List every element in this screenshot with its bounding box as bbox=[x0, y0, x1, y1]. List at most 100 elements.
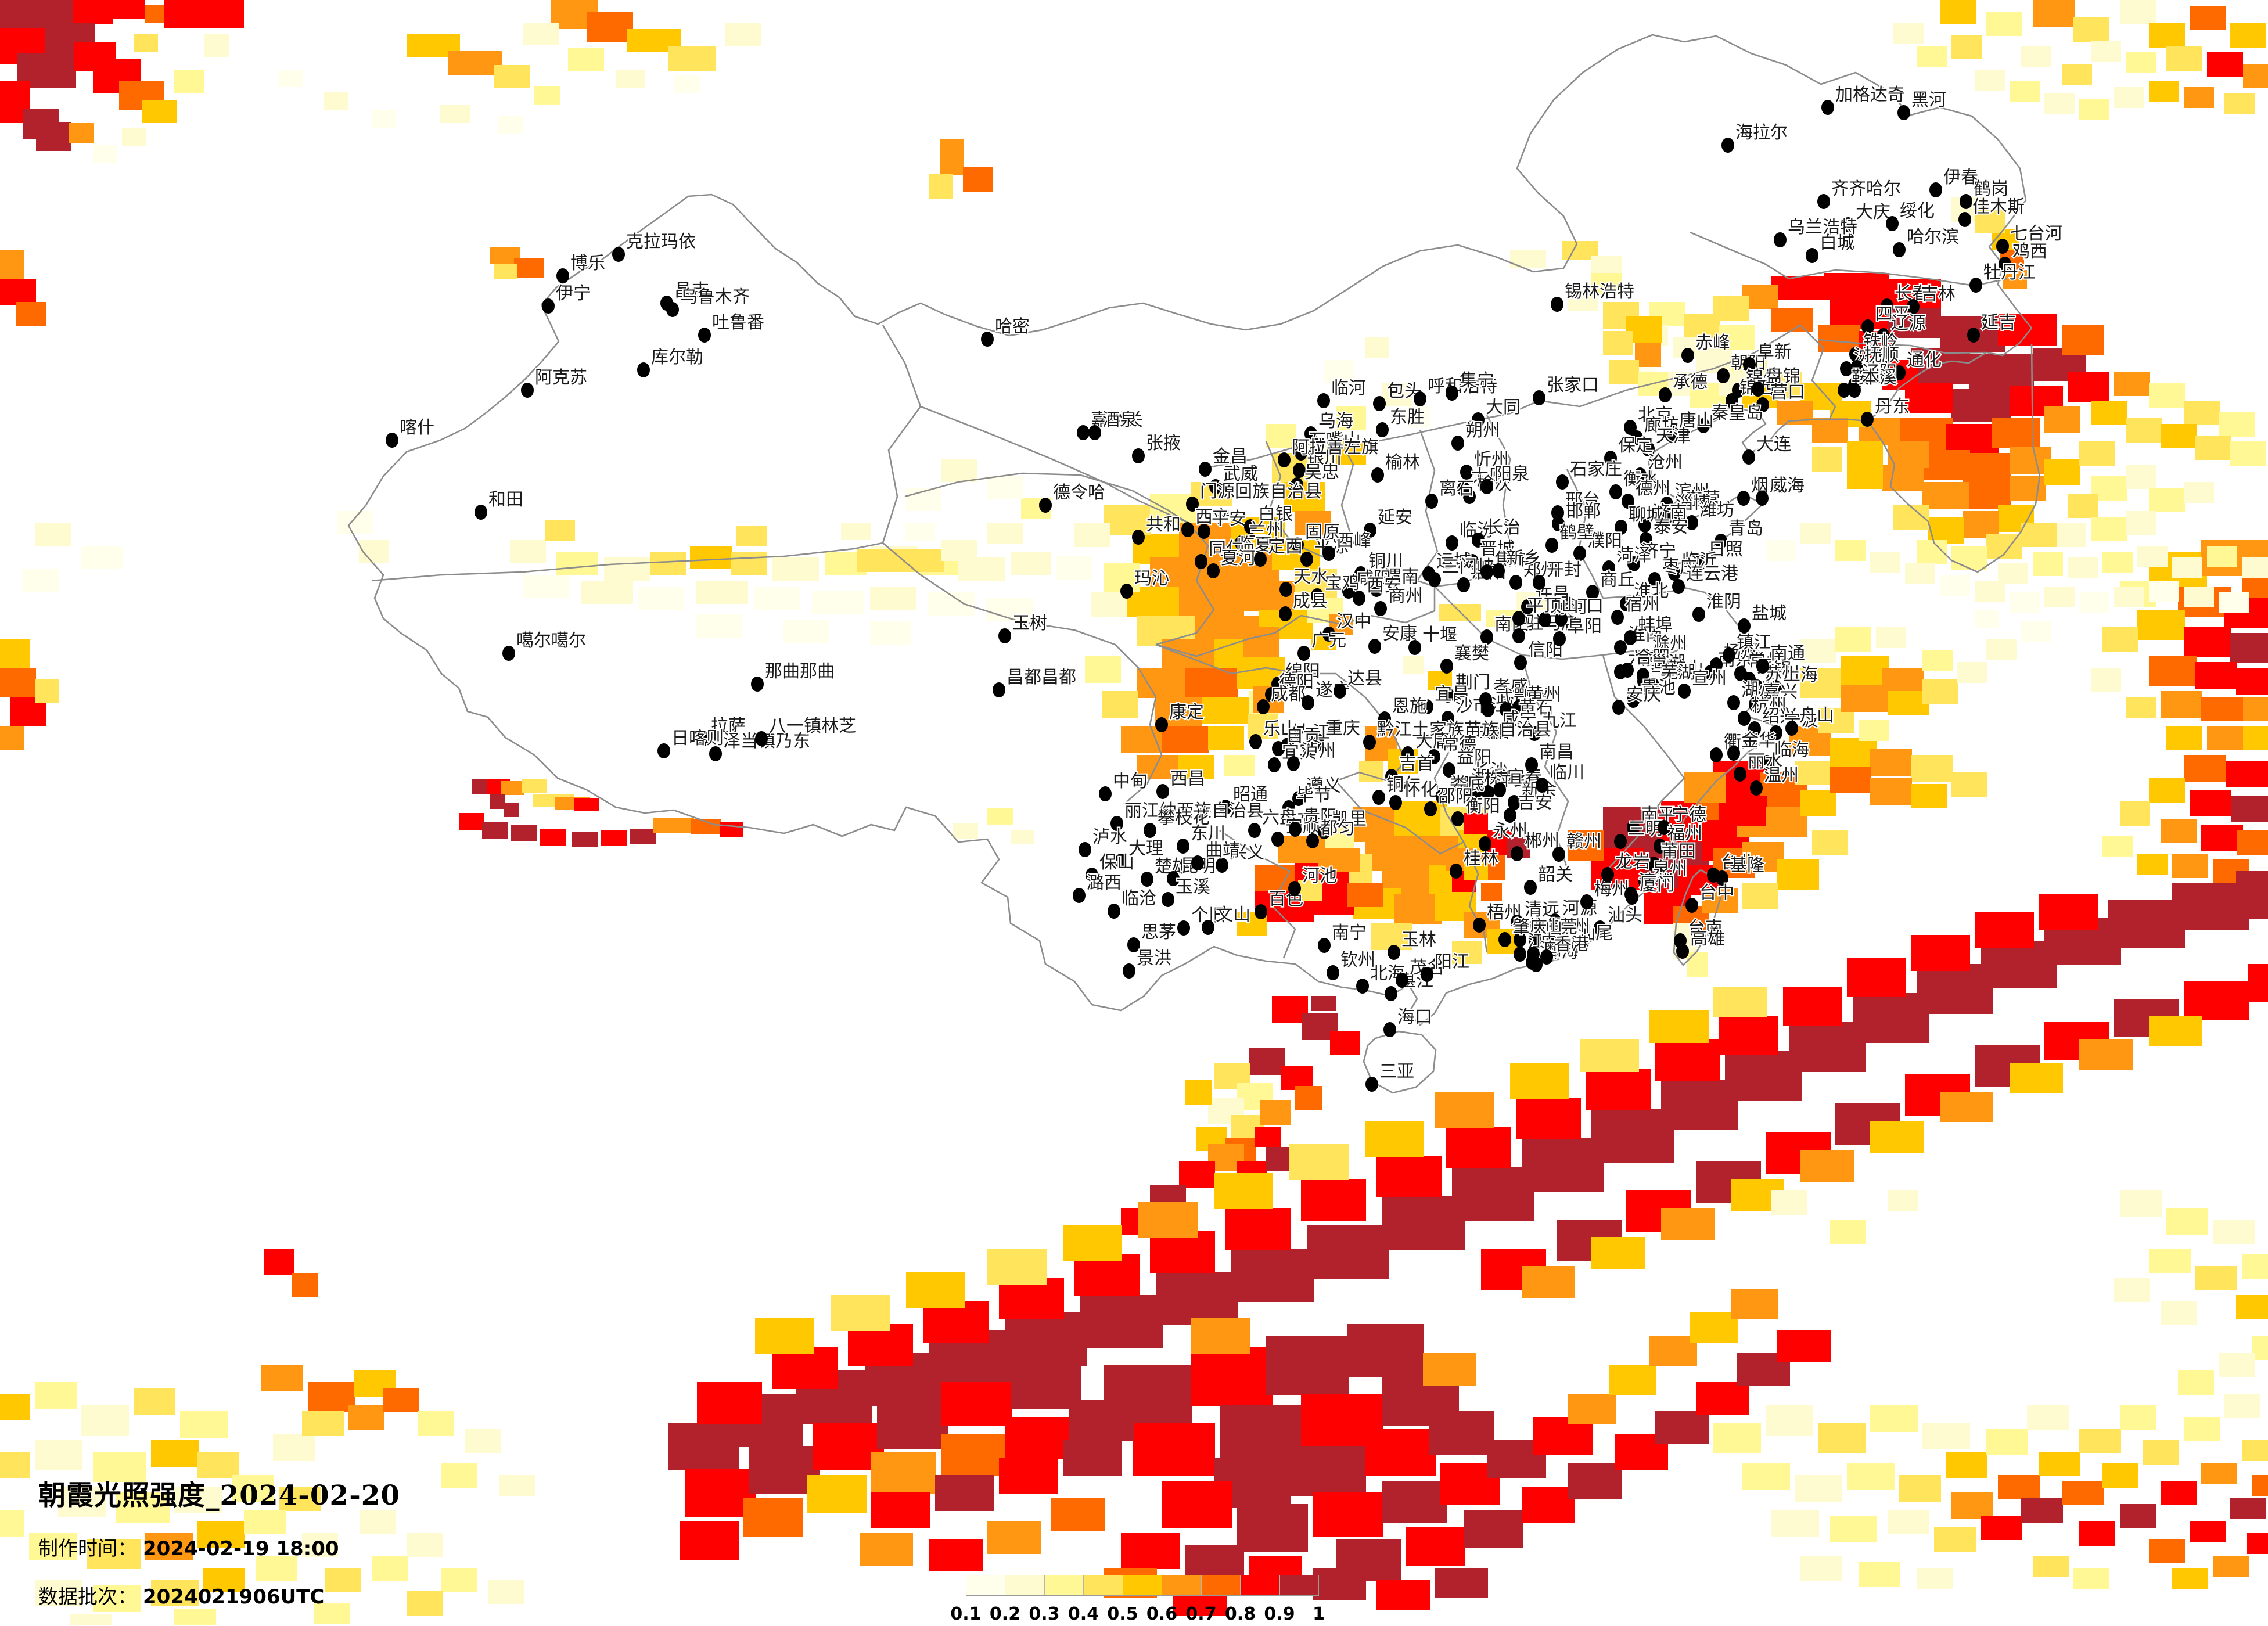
city-label: 桂林 bbox=[1464, 848, 1498, 869]
heat-cell bbox=[2237, 830, 2268, 855]
city-marker: 鹤岗 bbox=[1960, 178, 2010, 209]
heat-cell bbox=[1893, 23, 1924, 44]
city-dot bbox=[1334, 684, 1346, 699]
heat-cell bbox=[302, 1533, 338, 1557]
city-dot bbox=[1156, 784, 1169, 799]
heat-cell bbox=[2091, 41, 2121, 62]
city-label: 宜春 bbox=[1507, 767, 1542, 787]
heat-cell bbox=[1696, 1382, 1749, 1415]
city-dot bbox=[1473, 918, 1486, 933]
heat-cell bbox=[2137, 546, 2168, 567]
heat-cell bbox=[1609, 1365, 1656, 1395]
heat-cell bbox=[58, 1487, 106, 1517]
city-label: 日照 bbox=[1708, 539, 1743, 560]
legend-swatch bbox=[1201, 1575, 1241, 1595]
city-dot bbox=[1216, 858, 1228, 873]
city-label: 兰州 bbox=[1249, 520, 1284, 541]
city-label: 长治 bbox=[1486, 517, 1521, 538]
city-dot bbox=[1300, 552, 1313, 567]
legend-swatch bbox=[1241, 1575, 1280, 1595]
city-marker: 滁州 bbox=[1638, 632, 1688, 664]
province-boundary bbox=[1219, 829, 1296, 959]
heat-cell bbox=[680, 1521, 739, 1560]
heat-cell bbox=[2184, 482, 2214, 503]
city-marker: 德阳 bbox=[1265, 671, 1315, 702]
city-label: 吉林 bbox=[1921, 284, 1956, 304]
heat-cell bbox=[2161, 424, 2197, 448]
city-dot bbox=[1472, 412, 1485, 427]
city-dot bbox=[1376, 422, 1389, 437]
legend-swatch bbox=[1044, 1575, 1084, 1595]
city-label: 酒泉 bbox=[1102, 410, 1137, 430]
city-dot bbox=[1110, 816, 1123, 831]
heat-cell bbox=[2149, 778, 2185, 803]
heat-cell bbox=[1951, 35, 1982, 59]
city-marker: 石家庄 bbox=[1556, 458, 1623, 490]
heat-cell bbox=[2102, 1463, 2138, 1488]
city-label: 滁州 bbox=[1652, 634, 1687, 654]
city-marker: 吉安 bbox=[1504, 792, 1554, 823]
city-dot bbox=[1668, 566, 1681, 581]
city-label: 菏泽 bbox=[1616, 545, 1651, 566]
heat-cell bbox=[2242, 1440, 2268, 1461]
city-label: 马鞍山 bbox=[1651, 659, 1703, 679]
city-dot bbox=[1539, 612, 1551, 627]
city-label: 昌吉 bbox=[674, 280, 709, 301]
city-dot bbox=[1385, 986, 1397, 1001]
heat-cell bbox=[292, 1273, 318, 1297]
city-label: 西宁 bbox=[1195, 507, 1230, 527]
heat-cell bbox=[1137, 755, 1179, 779]
city-label: 黑河 bbox=[1911, 90, 1946, 110]
city-dot bbox=[1893, 365, 1906, 380]
heat-cell bbox=[1777, 1330, 1831, 1362]
city-marker: 泉州 bbox=[1638, 858, 1688, 889]
heat-cell bbox=[407, 1591, 443, 1616]
city-label: 温州 bbox=[1764, 765, 1799, 786]
city-marker: 六盘水 bbox=[1248, 807, 1315, 838]
city-dot bbox=[1751, 679, 1763, 695]
heat-cell bbox=[1208, 726, 1244, 750]
heat-cell bbox=[510, 540, 546, 563]
city-label: 石嘴山 bbox=[1309, 430, 1361, 451]
heat-cell bbox=[1185, 1080, 1212, 1105]
city-label: 金华 bbox=[1741, 731, 1776, 751]
city-marker: 江门 bbox=[1514, 930, 1563, 962]
city-marker: 哈密 bbox=[981, 315, 1031, 347]
city-dot bbox=[1287, 756, 1300, 771]
heat-cell bbox=[180, 1411, 228, 1438]
city-dot bbox=[1254, 552, 1267, 567]
city-label: 阜新 bbox=[1757, 342, 1792, 362]
city-label: 阳泉 bbox=[1494, 464, 1529, 484]
city-dot bbox=[1293, 463, 1306, 478]
city-dot bbox=[1658, 820, 1670, 835]
province-boundary bbox=[1416, 429, 1439, 588]
city-dot bbox=[1685, 898, 1698, 913]
city-marker: 泰安 bbox=[1640, 516, 1690, 547]
heat-cell bbox=[1922, 679, 1958, 704]
city-dot bbox=[1505, 713, 1518, 728]
city-marker: 延吉 bbox=[1967, 311, 2017, 343]
city-label: 舟山 bbox=[1799, 706, 1834, 726]
city-label: 南通 bbox=[1770, 643, 1805, 664]
city-dot bbox=[1372, 790, 1385, 805]
city-dot bbox=[1492, 563, 1505, 578]
city-label: 新乡 bbox=[1506, 548, 1541, 569]
heat-cell bbox=[35, 1580, 82, 1606]
city-marker: 四平 bbox=[1861, 303, 1911, 334]
city-dot bbox=[1638, 649, 1651, 664]
city-dot bbox=[1414, 391, 1426, 406]
heat-cell bbox=[1899, 1475, 1941, 1502]
city-label: 金昌 bbox=[1213, 447, 1248, 467]
heat-cell bbox=[0, 668, 36, 697]
heat-cell bbox=[1771, 308, 1813, 332]
city-label: 大庆 bbox=[1856, 202, 1890, 222]
city-marker: 新余 bbox=[1508, 779, 1558, 810]
city-label: 运城 bbox=[1436, 551, 1471, 571]
city-label: 阳江 bbox=[1435, 952, 1469, 972]
heat-cell bbox=[203, 1568, 245, 1592]
city-dot bbox=[1223, 550, 1236, 565]
city-label: 八一镇林芝 bbox=[769, 716, 856, 736]
heat-cell bbox=[2079, 592, 2109, 613]
heat-cell bbox=[523, 23, 559, 45]
